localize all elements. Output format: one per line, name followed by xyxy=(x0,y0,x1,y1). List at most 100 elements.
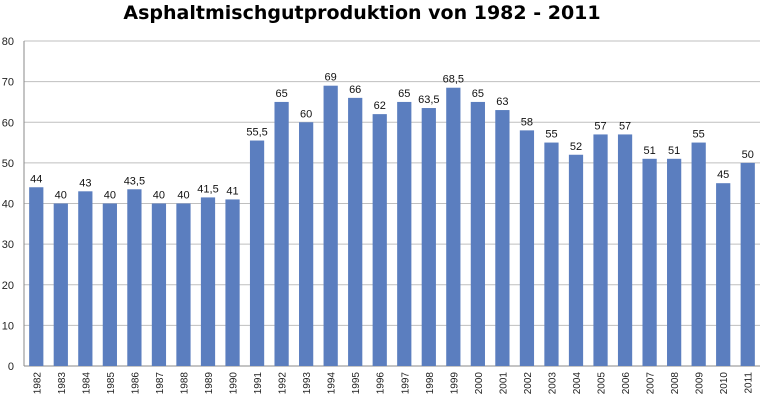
x-tick-label: 1984 xyxy=(81,372,92,395)
y-tick-label: 70 xyxy=(2,77,14,89)
bar xyxy=(176,203,191,366)
x-tick-label: 1989 xyxy=(204,372,215,395)
data-label: 65 xyxy=(275,88,287,100)
bar xyxy=(29,187,44,366)
bar xyxy=(495,110,510,366)
bar xyxy=(617,134,633,366)
data-label: 40 xyxy=(153,190,165,202)
data-label: 41 xyxy=(226,185,238,197)
data-label: 51 xyxy=(643,145,655,157)
bar xyxy=(323,85,338,366)
x-tick-label: 1986 xyxy=(130,372,141,395)
bar xyxy=(299,122,314,366)
x-tick-label: 1999 xyxy=(449,372,460,395)
data-labels: 44 40 43 40 43,5 40 40 41,5 41 55,5 65 60 69 66 62 65 63… xyxy=(30,72,754,202)
data-label: 55 xyxy=(545,129,557,141)
x-tick-label: 1991 xyxy=(253,372,264,395)
data-label: 51 xyxy=(668,145,680,157)
bar xyxy=(225,199,240,366)
y-axis: 0 10 20 30 40 50 60 70 80 xyxy=(2,36,760,373)
bar xyxy=(667,158,682,366)
bar xyxy=(593,134,608,366)
x-tick-label: 2009 xyxy=(695,372,706,395)
x-tick-label: 1983 xyxy=(57,372,68,395)
data-label: 65 xyxy=(472,88,484,100)
x-tick-label: 2001 xyxy=(498,372,509,395)
data-label: 43 xyxy=(79,177,91,189)
data-label: 69 xyxy=(325,72,337,84)
data-label: 63 xyxy=(496,96,508,108)
x-tick-label: 1982 xyxy=(32,372,43,395)
bar xyxy=(127,189,142,366)
data-label: 43,5 xyxy=(124,175,145,187)
x-tick-label: 1992 xyxy=(278,372,289,395)
x-tick-label: 1998 xyxy=(425,372,436,395)
x-tick-label: 1988 xyxy=(179,372,190,395)
x-tick-label: 2005 xyxy=(597,372,608,395)
bar xyxy=(716,183,731,366)
data-label: 66 xyxy=(349,84,361,96)
bar xyxy=(642,158,657,366)
x-tick-label: 2010 xyxy=(719,372,730,395)
data-label: 40 xyxy=(104,190,116,202)
bar xyxy=(274,101,289,366)
y-tick-label: 0 xyxy=(8,361,14,373)
data-label: 41,5 xyxy=(197,183,218,195)
data-label: 52 xyxy=(570,141,582,153)
bar xyxy=(53,203,68,366)
data-label: 62 xyxy=(374,100,386,112)
data-label: 40 xyxy=(177,190,189,202)
x-tick-label: 2004 xyxy=(572,372,583,395)
bar xyxy=(421,108,436,366)
bar xyxy=(372,114,387,366)
bar xyxy=(691,142,706,366)
data-label: 58 xyxy=(521,116,533,128)
y-tick-label: 60 xyxy=(2,117,14,129)
x-axis: 1982 1983 1984 1985 1986 1987 1988 1989 1990 1991… xyxy=(32,372,754,395)
bar xyxy=(102,203,117,366)
bar xyxy=(740,162,755,366)
y-tick-label: 30 xyxy=(2,239,14,251)
data-label: 57 xyxy=(619,120,631,132)
bar xyxy=(348,97,363,366)
data-label: 44 xyxy=(30,173,42,185)
x-tick-label: 1987 xyxy=(155,372,166,395)
data-label: 68,5 xyxy=(443,74,464,86)
data-label: 57 xyxy=(594,120,606,132)
bar xyxy=(151,203,167,366)
data-label: 65 xyxy=(398,88,410,100)
x-tick-label: 1985 xyxy=(106,372,117,395)
data-label: 63,5 xyxy=(418,94,439,106)
x-tick-label: 2000 xyxy=(474,372,485,395)
x-tick-label: 2007 xyxy=(646,372,657,395)
bar xyxy=(78,191,93,366)
x-tick-label: 1997 xyxy=(400,372,411,395)
chart-title: Asphaltmischgutproduktion von 1982 - 201… xyxy=(123,2,600,24)
x-tick-label: 1993 xyxy=(302,372,313,395)
x-tick-label: 1996 xyxy=(376,372,387,395)
y-tick-label: 50 xyxy=(2,158,14,170)
x-tick-label: 2011 xyxy=(744,372,755,394)
bar xyxy=(519,130,535,366)
bar xyxy=(568,154,584,366)
data-label: 55,5 xyxy=(246,127,267,139)
x-tick-label: 2002 xyxy=(523,372,534,395)
data-label: 50 xyxy=(742,149,754,161)
bar xyxy=(446,87,461,366)
x-tick-label: 1995 xyxy=(351,372,362,395)
y-tick-label: 20 xyxy=(2,280,14,292)
bar xyxy=(249,140,265,366)
bars xyxy=(29,85,755,366)
data-label: 40 xyxy=(55,190,67,202)
bar xyxy=(470,101,485,366)
y-tick-label: 80 xyxy=(2,36,14,48)
x-tick-label: 1994 xyxy=(327,372,338,395)
x-tick-label: 2006 xyxy=(621,372,632,395)
bar xyxy=(544,142,559,366)
y-tick-label: 40 xyxy=(2,199,14,211)
gridlines xyxy=(24,40,760,367)
x-tick-label: 1990 xyxy=(229,372,240,395)
bar xyxy=(200,197,216,366)
x-tick-label: 2008 xyxy=(670,372,681,395)
